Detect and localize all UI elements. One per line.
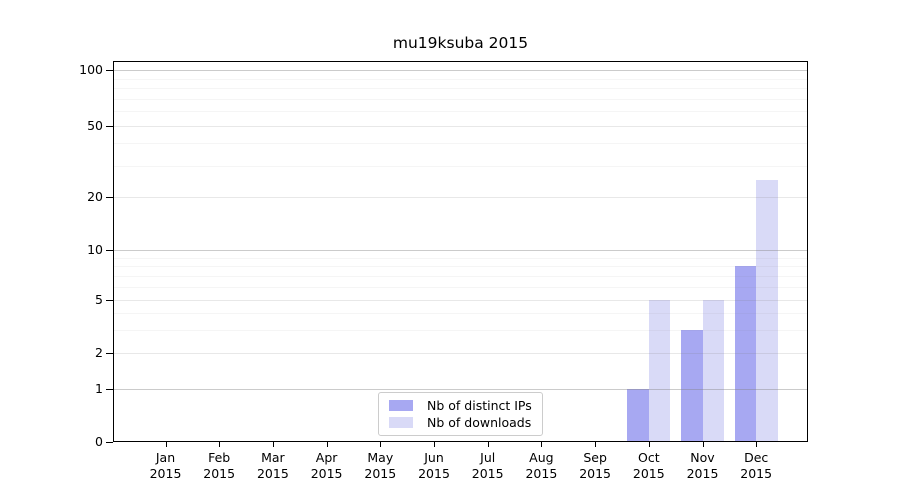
x-tick-label-line: Apr — [315, 450, 338, 465]
x-tick-label: Oct 2015 — [617, 450, 681, 481]
legend-label-distinct-ips: Nb of distinct IPs — [427, 397, 532, 413]
x-tick-label-line: 2015 — [149, 465, 182, 481]
x-tick-label-line: Mar — [261, 450, 285, 465]
x-tick-label: Dec 2015 — [724, 450, 788, 481]
x-tick-label-line: 2015 — [364, 465, 397, 481]
x-tick-mark — [541, 442, 543, 447]
x-tick-mark — [756, 442, 758, 447]
x-tick-label-line: 2015 — [203, 465, 236, 481]
x-tick-label-line: May — [367, 450, 394, 465]
y-tick-label: 100 — [79, 62, 103, 77]
legend: Nb of distinct IPs Nb of downloads — [378, 392, 543, 436]
x-tick-label: Nov 2015 — [671, 450, 735, 481]
legend-item-downloads: Nb of downloads — [389, 415, 532, 430]
x-tick-mark — [648, 442, 650, 447]
y-tick-mark — [106, 250, 113, 251]
x-tick-label: Feb 2015 — [187, 450, 251, 481]
legend-swatch-distinct-ips — [389, 399, 413, 411]
x-tick-label-line: Jun — [424, 450, 444, 465]
x-tick-label: Mar 2015 — [241, 450, 305, 481]
x-tick-label-line: Aug — [529, 450, 554, 465]
y-tick-mark — [106, 389, 113, 390]
x-tick-label-line: 2015 — [579, 465, 611, 481]
x-tick-label-line: 2015 — [632, 465, 665, 481]
legend-swatch-downloads — [389, 417, 413, 429]
y-tick-label: 10 — [87, 242, 103, 257]
x-tick-label: May 2015 — [348, 450, 412, 481]
x-tick-label-line: 2015 — [418, 465, 450, 481]
x-tick-label: Jan 2015 — [134, 450, 198, 481]
x-tick-label-line: 2015 — [740, 465, 773, 481]
x-tick-mark — [434, 442, 435, 447]
x-tick-label: Sep 2015 — [563, 450, 627, 481]
x-tick-label-line: 2015 — [310, 465, 343, 481]
x-tick-label-line: Jul — [480, 450, 496, 465]
x-tick-mark — [165, 442, 167, 447]
x-tick-label: Jul 2015 — [456, 450, 520, 481]
y-tick-mark — [106, 197, 113, 198]
chart-title: mu19ksuba 2015 — [392, 34, 529, 52]
x-tick-label-line: Jan — [155, 450, 176, 465]
y-tick-label: 20 — [87, 189, 103, 204]
x-tick-label-line: Feb — [208, 450, 231, 465]
y-tick-mark — [106, 126, 113, 127]
x-tick-label-line: Nov — [690, 450, 715, 465]
x-tick-label: Jun 2015 — [402, 450, 466, 481]
y-tick-label: 0 — [95, 434, 103, 449]
legend-item-distinct-ips: Nb of distinct IPs — [389, 398, 532, 413]
x-tick-label-line: Dec — [744, 450, 769, 465]
legend-label-downloads: Nb of downloads — [427, 415, 532, 431]
y-tick-mark — [106, 353, 113, 354]
x-tick-label-line: 2015 — [256, 465, 289, 481]
x-tick-mark — [595, 442, 597, 447]
x-tick-label-line: 2015 — [471, 465, 504, 481]
y-tick-label: 5 — [95, 292, 103, 307]
y-tick-label: 2 — [95, 345, 103, 360]
y-tick-mark — [106, 300, 113, 301]
x-tick-mark — [487, 442, 489, 447]
y-tick-label: 50 — [87, 118, 103, 133]
y-tick-label: 1 — [95, 381, 103, 396]
x-tick-label: Apr 2015 — [295, 450, 359, 481]
x-tick-mark — [219, 442, 221, 447]
x-tick-mark — [380, 442, 382, 447]
plot-area — [113, 61, 808, 442]
x-tick-mark — [326, 442, 328, 447]
x-tick-label-line: Oct — [637, 450, 660, 465]
x-tick-label-line: 2015 — [525, 465, 558, 481]
y-tick-mark — [106, 70, 113, 71]
y-tick-mark — [106, 442, 113, 443]
x-tick-label-line: 2015 — [686, 465, 719, 481]
x-tick-label: Aug 2015 — [509, 450, 573, 481]
x-tick-label-line: Sep — [583, 450, 607, 465]
x-tick-mark — [272, 442, 274, 447]
x-tick-mark — [702, 442, 704, 447]
